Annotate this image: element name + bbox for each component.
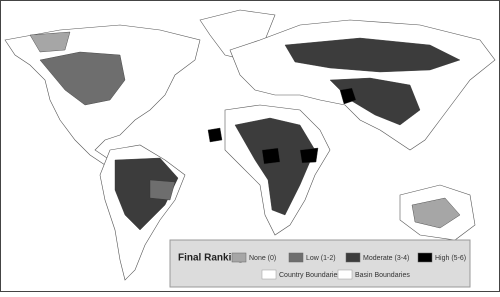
legend-label: Moderate (3-4) — [363, 255, 409, 262]
legend-label: High (5-6) — [435, 255, 466, 262]
basin — [299, 147, 319, 164]
legend: Final Ranking None (0) Low (1-2) Moderate … — [169, 239, 471, 288]
legend-swatch — [288, 252, 304, 263]
legend-swatch — [231, 252, 247, 263]
legend-swatch — [417, 252, 433, 263]
basin — [29, 31, 71, 53]
basin — [207, 127, 223, 143]
basin — [39, 51, 126, 106]
legend-swatch — [261, 269, 277, 280]
basin — [339, 87, 357, 105]
basin — [261, 147, 281, 165]
legend-swatch — [337, 269, 353, 280]
legend-label: None (0) — [249, 255, 276, 262]
basin — [411, 197, 461, 229]
basin — [114, 157, 179, 231]
basin — [284, 37, 461, 73]
basin — [149, 179, 176, 201]
basins — [29, 31, 461, 231]
basin — [234, 117, 316, 216]
legend-swatch — [345, 252, 361, 263]
legend-label: Country Boundaries — [279, 272, 341, 279]
legend-title: Final Ranking — [178, 253, 244, 264]
legend-box — [169, 239, 471, 288]
legend-label: Basin Boundaries — [355, 272, 410, 279]
legend-label: Low (1-2) — [306, 255, 336, 262]
